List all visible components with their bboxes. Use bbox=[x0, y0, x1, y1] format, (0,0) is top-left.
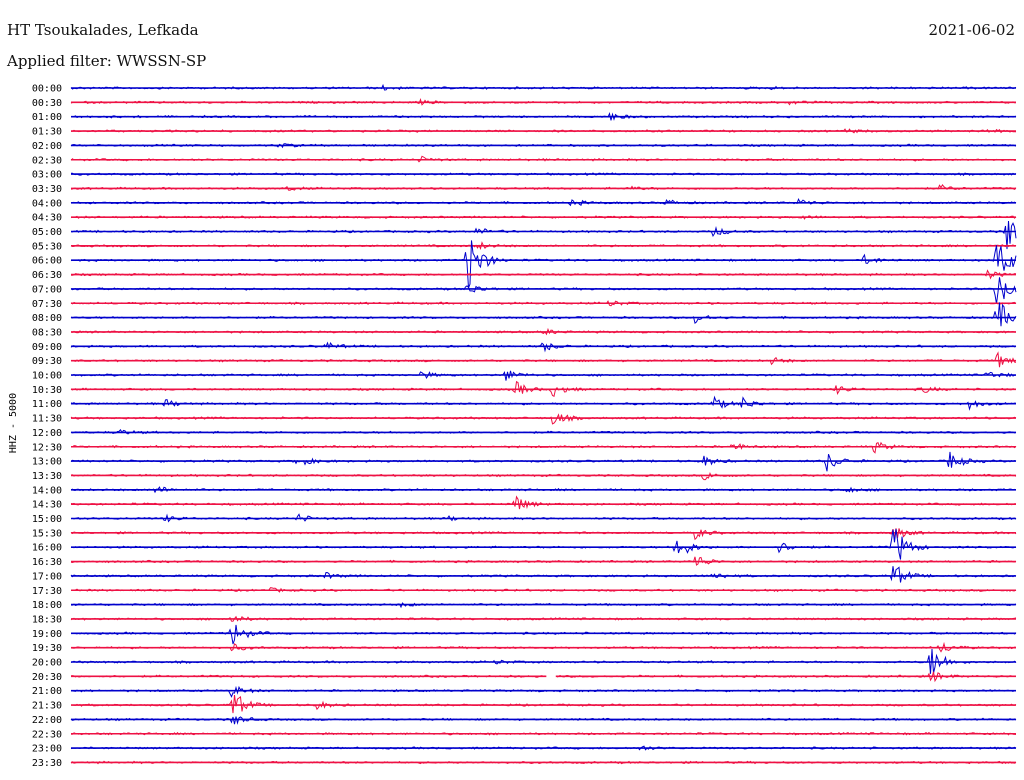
hour-label: 16:00 bbox=[32, 543, 62, 554]
hour-label: 00:00 bbox=[32, 84, 62, 95]
hour-label: 09:30 bbox=[32, 356, 62, 367]
hour-label: 12:30 bbox=[32, 442, 62, 453]
hour-label: 06:00 bbox=[32, 256, 62, 267]
trace-line bbox=[70, 528, 1017, 541]
trace-line bbox=[70, 220, 1017, 250]
hour-label: 11:00 bbox=[32, 399, 62, 410]
date-label: 2021-06-02 bbox=[928, 21, 1015, 39]
hour-label: 09:00 bbox=[32, 342, 62, 353]
hour-label: 18:00 bbox=[32, 600, 62, 611]
hour-label: 17:00 bbox=[32, 571, 62, 582]
hour-label: 22:30 bbox=[32, 729, 62, 740]
hour-label: 14:00 bbox=[32, 485, 62, 496]
trace-line bbox=[70, 277, 1017, 304]
hour-label: 23:30 bbox=[32, 758, 62, 769]
hour-label: 12:00 bbox=[32, 428, 62, 439]
trace-line bbox=[70, 529, 1017, 560]
hour-label: 17:30 bbox=[32, 586, 62, 597]
trace-line bbox=[70, 495, 1017, 510]
trace-line bbox=[70, 184, 1017, 191]
hour-label: 05:30 bbox=[32, 241, 62, 252]
hour-label: 15:30 bbox=[32, 528, 62, 539]
hour-label: 14:30 bbox=[32, 500, 62, 511]
hour-label: 19:00 bbox=[32, 629, 62, 640]
station-title: HT Tsoukalades, Lefkada bbox=[7, 21, 199, 39]
hour-label: 15:00 bbox=[32, 514, 62, 525]
trace-line bbox=[70, 302, 1017, 327]
trace-line bbox=[70, 624, 1017, 645]
hour-label: 20:30 bbox=[32, 672, 62, 683]
hour-label: 01:00 bbox=[32, 112, 62, 123]
trace-line bbox=[70, 472, 1017, 481]
data-gap bbox=[546, 673, 556, 680]
hour-label: 08:00 bbox=[32, 313, 62, 324]
hour-label: 04:00 bbox=[32, 198, 62, 209]
hour-label: 13:00 bbox=[32, 457, 62, 468]
hour-label: 10:00 bbox=[32, 371, 62, 382]
trace-line bbox=[70, 685, 1016, 698]
hour-label: 21:30 bbox=[32, 701, 62, 712]
hour-label: 19:30 bbox=[32, 643, 62, 654]
hour-label: 02:30 bbox=[32, 155, 62, 166]
hour-label: 00:30 bbox=[32, 98, 62, 109]
hour-label: 10:30 bbox=[32, 385, 62, 396]
hour-label: 03:30 bbox=[32, 184, 62, 195]
hour-label: 07:00 bbox=[32, 284, 62, 295]
trace-rows: 00:00 00:30 01:00 01:30 02:00 02:30 03:00 03:30… bbox=[32, 84, 1017, 769]
trace-line bbox=[70, 240, 1017, 289]
trace-line bbox=[70, 716, 1017, 725]
hour-label: 06:30 bbox=[32, 270, 62, 281]
hour-label: 20:00 bbox=[32, 658, 62, 669]
hour-label: 18:30 bbox=[32, 614, 62, 625]
trace-line bbox=[70, 566, 1017, 583]
hour-label: 01:30 bbox=[32, 127, 62, 138]
filter-label: Applied filter: WWSSN-SP bbox=[7, 52, 207, 70]
trace-line bbox=[71, 695, 1017, 714]
hour-label: 02:00 bbox=[32, 141, 62, 152]
hour-label: 22:00 bbox=[32, 715, 62, 726]
hour-label: 13:30 bbox=[32, 471, 62, 482]
trace-line bbox=[71, 441, 1017, 454]
hour-label: 21:00 bbox=[32, 686, 62, 697]
hour-label: 07:30 bbox=[32, 299, 62, 310]
hour-label: 05:00 bbox=[32, 227, 62, 238]
trace-line bbox=[70, 413, 1017, 425]
hour-label: 04:30 bbox=[32, 213, 62, 224]
channel-label: HHZ - 5000 bbox=[8, 393, 19, 453]
hour-label: 08:30 bbox=[32, 327, 62, 338]
hour-label: 11:30 bbox=[32, 414, 62, 425]
hour-label: 03:00 bbox=[32, 170, 62, 181]
hour-label: 23:00 bbox=[32, 744, 62, 755]
hour-label: 16:30 bbox=[32, 557, 62, 568]
